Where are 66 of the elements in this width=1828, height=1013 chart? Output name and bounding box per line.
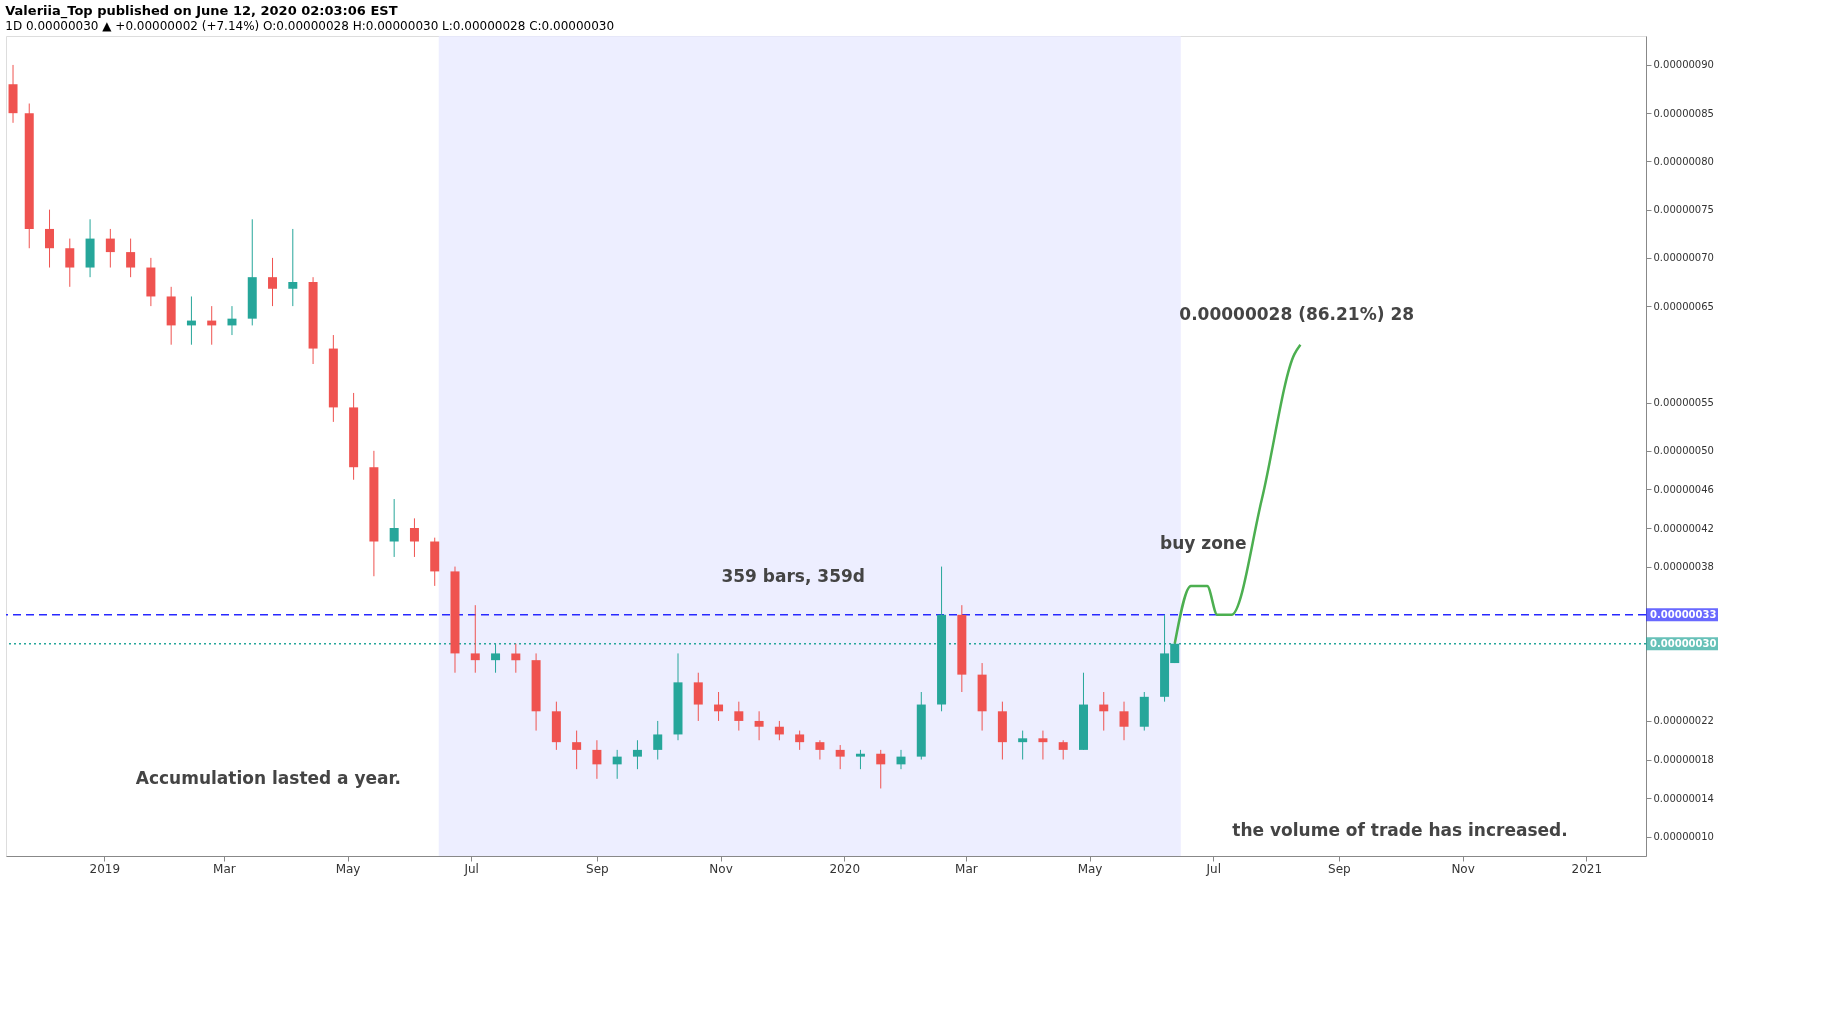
candlestick: [288, 228, 298, 307]
ref-line-label: 0.00000030: [1650, 637, 1717, 649]
annotation: Accumulation lasted a year.: [135, 767, 402, 788]
x-tick-label: May: [1077, 861, 1103, 876]
candlestick: [409, 517, 419, 558]
candlestick: [693, 672, 703, 722]
candlestick: [1038, 730, 1048, 761]
candlestick: [511, 643, 521, 674]
y-tick-label: 0.00000046: [1653, 483, 1714, 495]
x-tick-label: May: [335, 861, 361, 876]
candlestick: [65, 238, 75, 288]
candlestick: [835, 744, 845, 770]
y-tick-label: 0.00000075: [1653, 204, 1714, 216]
candlestick: [1018, 730, 1028, 761]
candlestick: [734, 701, 744, 732]
x-tick-label: 2019: [89, 861, 121, 876]
y-tick-label: 0.00000042: [1653, 522, 1714, 534]
chart-title: Valeriia_Top published on June 12, 2020 02:03:06 EST: [5, 3, 398, 19]
y-tick-label: 0.00000014: [1653, 792, 1714, 804]
x-tick-label: Nov: [1451, 861, 1475, 876]
candlestick: [126, 238, 136, 278]
candlestick: [1058, 739, 1068, 761]
x-tick-label: 2021: [1571, 861, 1603, 876]
candlestick: [592, 739, 602, 780]
y-tick-label: 0.00000070: [1653, 252, 1714, 264]
candlestick: [268, 257, 278, 307]
annotation: 359 bars, 359d: [721, 566, 865, 587]
annotation: buy zone: [1159, 533, 1247, 554]
candlestick: [855, 749, 865, 770]
x-tick-label: Sep: [1328, 861, 1351, 876]
x-tick-label: Jul: [463, 861, 479, 876]
candlestick: [1119, 701, 1129, 741]
candlestick: [612, 749, 622, 780]
ref-line-label: 0.00000033: [1650, 608, 1717, 620]
x-tick-label: Mar: [955, 861, 978, 876]
annotation: the volume of trade has increased.: [1232, 820, 1568, 841]
y-tick-label: 0.00000090: [1653, 59, 1714, 71]
candlestick: [876, 749, 886, 789]
candlestick: [896, 749, 906, 770]
x-tick-label: Nov: [709, 861, 733, 876]
x-tick-label: 2020: [829, 861, 861, 876]
y-tick-label: 0.00000010: [1653, 831, 1714, 843]
x-tick-label: Jul: [1205, 861, 1221, 876]
candlestick: [632, 739, 642, 770]
x-tick-label: Sep: [586, 861, 609, 876]
chart-subtitle: 1D 0.00000030 ▲ +0.00000002 (+7.14%) O:0.00000028 H:0.00000030 L:0.00000028 C:0.00000030: [5, 19, 615, 33]
candlestick: [470, 604, 480, 674]
candlestick: [653, 720, 663, 761]
candlestick: [572, 730, 582, 770]
candlestick: [45, 209, 55, 269]
y-tick-label: 0.00000055: [1653, 397, 1714, 409]
candlestick: [105, 228, 115, 269]
candlestick: [774, 720, 784, 741]
x-tick-label: Mar: [213, 861, 236, 876]
candlestick: [795, 730, 805, 751]
candlestick: [754, 710, 764, 741]
y-tick-label: 0.00000065: [1653, 300, 1714, 312]
y-tick-label: 0.00000038: [1653, 561, 1714, 573]
y-tick-label: 0.00000022: [1653, 715, 1714, 727]
y-tick-label: 0.00000085: [1653, 107, 1714, 119]
annotation: 0.00000028 (86.21%) 28: [1179, 303, 1415, 324]
y-tick-label: 0.00000080: [1653, 155, 1714, 167]
y-tick-label: 0.00000018: [1653, 754, 1714, 766]
y-tick-label: 0.00000050: [1653, 445, 1714, 457]
candlestick: [815, 739, 825, 761]
candlestick: [389, 498, 399, 558]
